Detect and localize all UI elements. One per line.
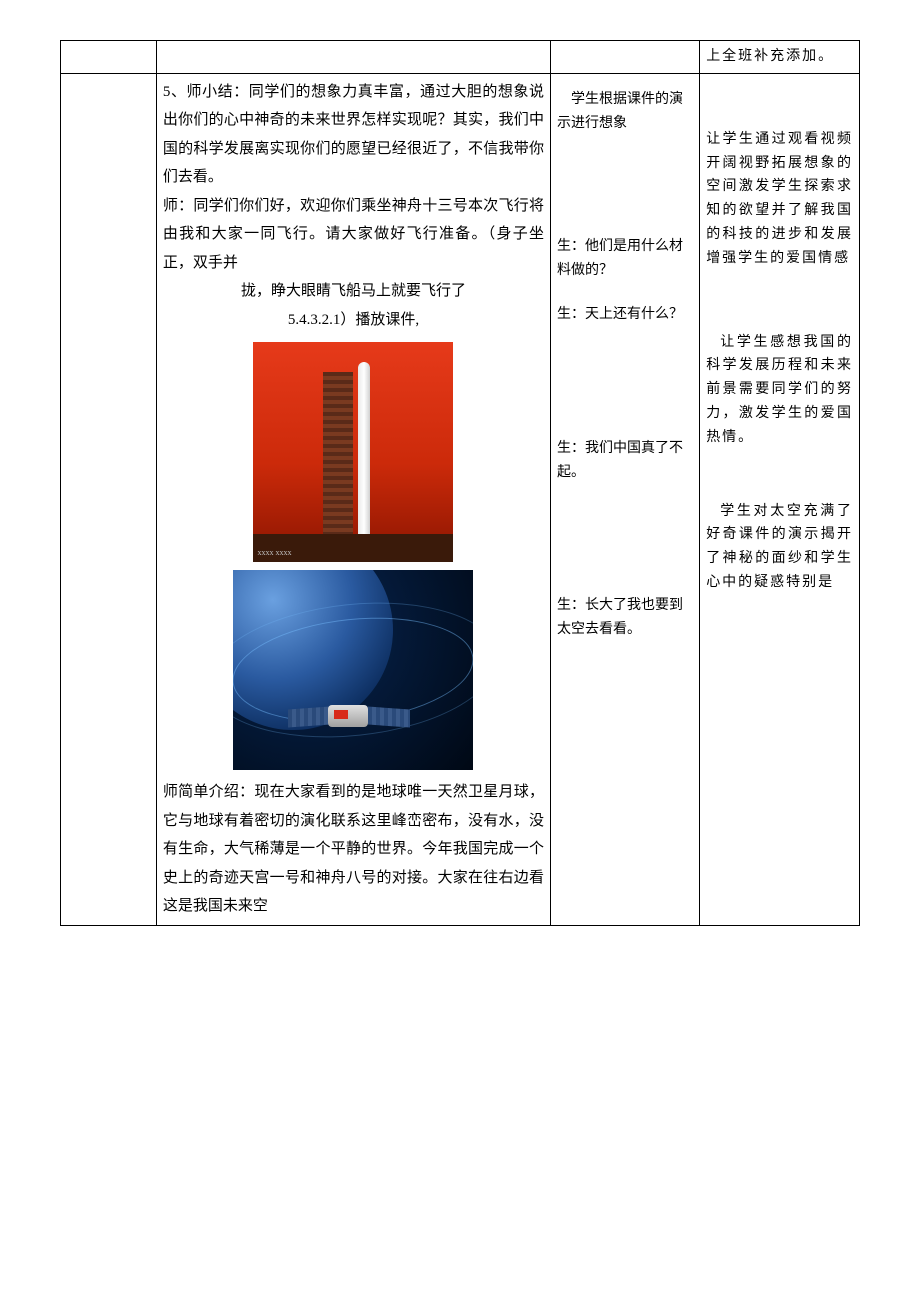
cell-left-2 xyxy=(61,73,157,925)
spacer xyxy=(706,321,853,331)
spacer xyxy=(557,377,693,427)
space-image xyxy=(233,570,473,770)
rocket-tower-shape xyxy=(323,372,353,542)
teacher-intro: 师简单介绍：现在大家看到的是地球唯一天然卫星月球，它与地球有着密切的演化联系这里… xyxy=(163,778,544,921)
spacer xyxy=(557,534,693,584)
design-block-2: 让学生感想我国的科学发展历程和未来前景需要同学们的努力，激发学生的爱国热情。 xyxy=(706,331,853,450)
cell-student-2: 学生根据课件的演示进行想象 生：他们是用什么材料做的？ 生：天上还有什么？ 生：… xyxy=(551,73,700,925)
cell-student-1 xyxy=(551,41,700,74)
cell-design-1: 上全班补充添加。 xyxy=(700,41,860,74)
satellite-panel-left xyxy=(288,707,330,728)
satellite-panel-right xyxy=(368,707,410,728)
spacer xyxy=(557,427,693,437)
student-line-2: 生：他们是用什么材料做的？ xyxy=(557,235,693,283)
student-line-1: 学生根据课件的演示进行想象 xyxy=(557,88,693,136)
teacher-speech-2: 拢，睁大眼睛飞船马上就要飞行了 xyxy=(163,277,544,306)
rocket-image: xxxx xxxx xyxy=(253,342,453,562)
spacer xyxy=(706,271,853,321)
document-page: 上全班补充添加。 5、师小结：同学们的想象力真丰富，通过大胆的想象说出你们的心中… xyxy=(60,40,860,926)
cell-design-2: 让学生通过观看视频开阔视野拓展想象的空间激发学生探索求知的欲望并了解我国的科技的… xyxy=(700,73,860,925)
design-text-1: 上全班补充添加。 xyxy=(706,45,853,69)
rocket-caption: xxxx xxxx xyxy=(257,545,291,560)
rocket-image-wrap: xxxx xxxx xyxy=(163,342,544,562)
spacer xyxy=(557,283,693,293)
spacer xyxy=(557,584,693,594)
student-line-4: 生：我们中国真了不起。 xyxy=(557,437,693,485)
satellite-body xyxy=(328,705,368,727)
spacer xyxy=(706,450,853,500)
lesson-plan-table: 上全班补充添加。 5、师小结：同学们的想象力真丰富，通过大胆的想象说出你们的心中… xyxy=(60,40,860,926)
space-image-wrap xyxy=(163,570,544,770)
table-row: 5、师小结：同学们的想象力真丰富，通过大胆的想象说出你们的心中神奇的未来世界怎样… xyxy=(61,73,860,925)
design-block-1: 让学生通过观看视频开阔视野拓展想象的空间激发学生探索求知的欲望并了解我国的科技的… xyxy=(706,128,853,271)
cell-main-2: 5、师小结：同学们的想象力真丰富，通过大胆的想象说出你们的心中神奇的未来世界怎样… xyxy=(156,73,550,925)
spacer xyxy=(557,185,693,235)
design-block-3: 学生对太空充满了好奇课件的演示揭开了神秘的面纱和学生心中的疑惑特别是 xyxy=(706,500,853,595)
spacer xyxy=(557,327,693,377)
cell-main-1 xyxy=(156,41,550,74)
spacer xyxy=(706,78,853,128)
teacher-summary: 5、师小结：同学们的想象力真丰富，通过大胆的想象说出你们的心中神奇的未来世界怎样… xyxy=(163,78,544,192)
countdown-line: 5.4.3.2.1）播放课件, xyxy=(163,306,544,335)
spacer xyxy=(557,135,693,185)
student-line-3: 生：天上还有什么？ xyxy=(557,303,693,327)
spacer xyxy=(557,484,693,534)
satellite-flag xyxy=(334,710,348,719)
spacer xyxy=(557,293,693,303)
table-row: 上全班补充添加。 xyxy=(61,41,860,74)
spacer xyxy=(557,78,693,88)
cell-left-1 xyxy=(61,41,157,74)
teacher-speech-1: 师：同学们你们好，欢迎你们乘坐神舟十三号本次飞行将由我和大家一同飞行。请大家做好… xyxy=(163,192,544,278)
student-line-5: 生：长大了我也要到太空去看看。 xyxy=(557,594,693,642)
rocket-body-shape xyxy=(358,362,370,542)
